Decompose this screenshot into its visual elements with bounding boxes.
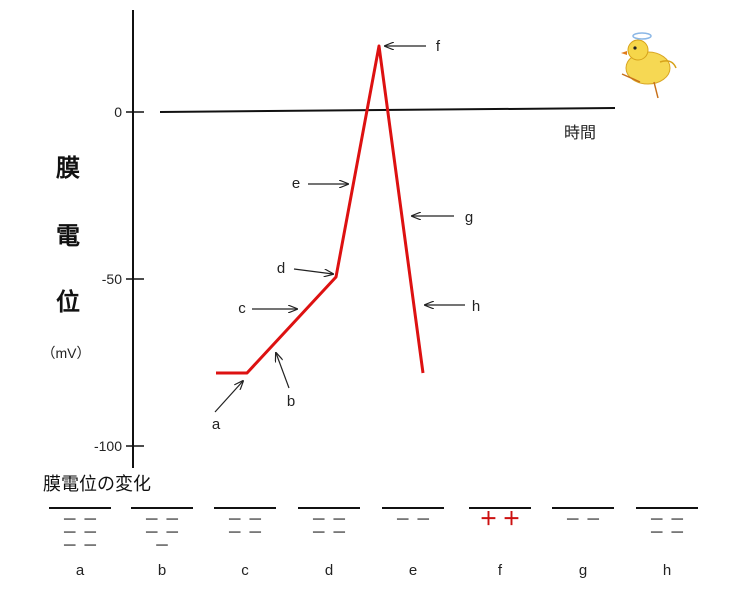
panel-label-f: f	[498, 562, 503, 579]
y-axis-label-char-3: 位	[56, 288, 80, 316]
point-label-b: b	[287, 393, 295, 410]
point-label-h: h	[472, 298, 480, 315]
arrow-d	[293, 268, 333, 274]
membrane-panel-c: － －－ － c	[214, 507, 276, 579]
charge-row: － －	[227, 512, 263, 529]
point-label-d: d	[277, 260, 285, 277]
charge-row: － －	[311, 512, 347, 529]
charge-row: － －	[144, 512, 180, 529]
tick-label-minus-50: -50	[102, 271, 122, 287]
charge-row: － －	[62, 512, 98, 529]
membrane-panel-e: － － e	[382, 507, 444, 579]
charge-row: － －	[144, 525, 180, 542]
panel-label-c: c	[241, 562, 249, 579]
point-label-a: a	[212, 416, 221, 433]
panel-label-g: g	[579, 562, 587, 579]
membrane-panel-f: ＋ ＋ f	[469, 507, 531, 579]
arrow-b	[276, 353, 290, 389]
charge-row: － －	[649, 525, 685, 542]
membrane-panel-d: － －－ － d	[298, 507, 360, 579]
action-potential-trace	[216, 44, 425, 375]
charge-row: － －	[227, 525, 263, 542]
membrane-panel-h: － －－ － h	[636, 507, 698, 579]
charge-row: － －	[62, 538, 98, 555]
charge-row: －	[154, 538, 170, 555]
chick-mascot-icon	[621, 32, 677, 99]
y-axis-label-char-1: 膜	[55, 155, 80, 182]
point-label-g: g	[465, 209, 473, 226]
point-label-f: f	[436, 38, 441, 55]
charge-row: － －	[62, 525, 98, 542]
y-axis-unit: （mV）	[42, 345, 91, 361]
point-label-c: c	[238, 300, 246, 317]
panel-label-h: h	[663, 562, 671, 579]
panel-label-d: d	[325, 562, 333, 579]
charge-row: － －	[565, 512, 601, 529]
point-label-e: e	[292, 175, 300, 192]
membrane-panel-a: － －－ －－ －a	[49, 507, 111, 579]
tick-label-minus-100: -100	[94, 438, 122, 454]
tick-label-0: 0	[114, 104, 122, 120]
membrane-panel-g: － － g	[552, 507, 614, 579]
membrane-panels: － －－ －－ －a－ －－ －－b－ －－ －c－ －－ －d－ －e＋ ＋f…	[49, 507, 698, 579]
panel-label-a: a	[76, 562, 85, 579]
panel-label-e: e	[409, 562, 417, 579]
membrane-panel-b: － －－ －－b	[131, 507, 193, 579]
x-axis-label: 時間	[564, 124, 596, 142]
panel-label-b: b	[158, 562, 166, 579]
y-axis-label-char-2: 電	[56, 223, 80, 250]
charge-row: ＋ ＋	[479, 509, 520, 529]
arrow-a	[214, 381, 243, 413]
charge-row: － －	[311, 525, 347, 542]
membrane-change-title: 膜電位の変化	[43, 474, 151, 494]
charge-row: － －	[649, 512, 685, 529]
charge-row: － －	[395, 512, 431, 529]
